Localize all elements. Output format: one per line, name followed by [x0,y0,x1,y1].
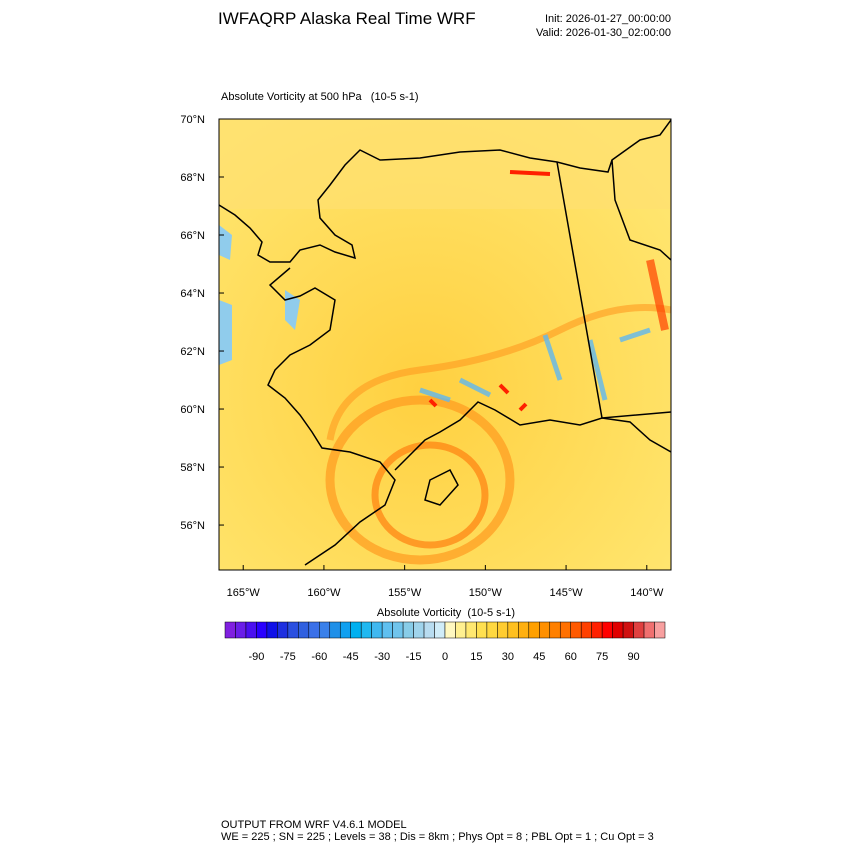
colorbar-box [319,621,331,639]
colorbar-box [392,621,404,639]
colorbar-box [224,621,236,639]
y-tick-label: 58°N [180,462,205,474]
colorbar-box [444,621,456,639]
y-tick-label: 60°N [180,404,205,416]
colorbar-box [465,621,477,639]
colorbar-box [518,621,530,639]
colorbar-box [507,621,519,639]
y-tick-label: 62°N [180,346,205,358]
colorbar-box [298,621,310,639]
colorbar-box [591,621,603,639]
colorbar-box [329,621,341,639]
colorbar-box [497,621,509,639]
colorbar-box [308,621,320,639]
footer-line: WE = 225 ; SN = 225 ; Levels = 38 ; Dis … [221,831,654,843]
x-tick-label: 140°W [630,587,664,599]
valid-time: Valid: 2026-01-30_02:00:00 [536,27,671,39]
y-tick-label: 64°N [180,288,205,300]
colorbar-box [528,621,540,639]
coastlines [219,119,671,566]
colorbar-label: 30 [502,651,514,663]
colorbar-box [402,621,414,639]
colorbar-box [350,621,362,639]
colorbar-label: 15 [470,651,482,663]
map-frame [218,118,672,571]
colorbar-box [643,621,655,639]
colorbar-label: -45 [343,651,359,663]
colorbar-box [423,621,435,639]
colorbar-box [559,621,571,639]
colorbar-box [371,621,383,639]
colorbar-box [245,621,257,639]
colorbar-box [570,621,582,639]
plot-title: Absolute Vorticity at 500 hPa (10-5 s-1) [221,91,419,103]
colorbar-box [434,621,446,639]
colorbar-label: 0 [442,651,448,663]
colorbar-box [612,621,624,639]
x-tick-label: 155°W [388,587,422,599]
colorbar-label: -30 [374,651,390,663]
colorbar-label: 90 [627,651,639,663]
colorbar-box [235,621,247,639]
colorbar-label: 45 [533,651,545,663]
x-tick-label: 160°W [307,587,341,599]
colorbar-box [381,621,393,639]
colorbar-box [654,621,666,639]
colorbar-label: -60 [311,651,327,663]
colorbar-box [455,621,467,639]
colorbar-box [277,621,289,639]
y-tick-label: 66°N [180,230,205,242]
colorbar-label: 60 [565,651,577,663]
colorbar-title: Absolute Vorticity (10-5 s-1) [377,607,515,619]
x-tick-label: 145°W [550,587,584,599]
colorbar-label: 75 [596,651,608,663]
colorbar-box [266,621,278,639]
title: IWFAQRP Alaska Real Time WRF [218,9,476,28]
colorbar-box [486,621,498,639]
x-tick-label: 150°W [469,587,503,599]
x-tick-label: 165°W [227,587,261,599]
colorbar-box [287,621,299,639]
colorbar-box [413,621,425,639]
colorbar-label: -90 [248,651,264,663]
colorbar-box [360,621,372,639]
vorticity-field [219,119,671,570]
colorbar-box [476,621,488,639]
colorbar-box [339,621,351,639]
colorbar-box [633,621,645,639]
colorbar-box [601,621,613,639]
colorbar-box [549,621,561,639]
colorbar-box [256,621,268,639]
colorbar-label: -75 [280,651,296,663]
y-tick-label: 70°N [180,114,205,126]
init-time: Init: 2026-01-27_00:00:00 [545,13,671,25]
colorbar-box [580,621,592,639]
colorbar-box [539,621,551,639]
footer-line: OUTPUT FROM WRF V4.6.1 MODEL [221,819,407,831]
y-tick-label: 68°N [180,172,205,184]
colorbar-box [622,621,634,639]
colorbar-label: -15 [406,651,422,663]
y-tick-label: 56°N [180,520,205,532]
